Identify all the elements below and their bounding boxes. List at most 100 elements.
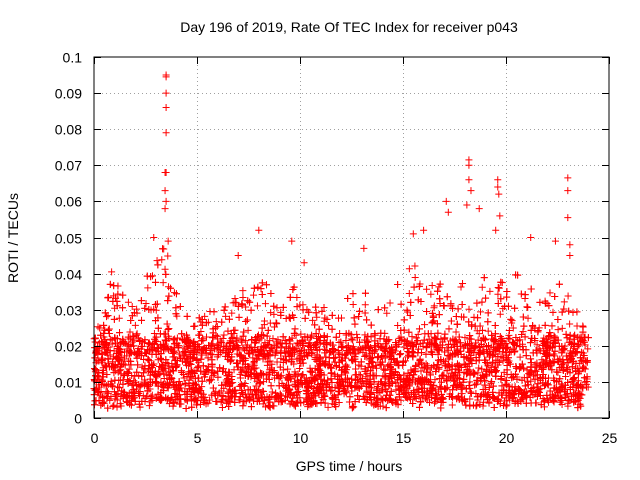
data-point xyxy=(565,397,573,405)
data-point xyxy=(563,364,571,372)
data-point xyxy=(202,319,210,327)
data-point xyxy=(562,373,570,381)
data-point xyxy=(236,374,244,382)
data-point xyxy=(159,387,167,395)
data-point xyxy=(570,398,578,406)
data-point xyxy=(411,262,419,270)
data-point xyxy=(190,353,198,361)
data-point xyxy=(323,341,331,349)
data-point xyxy=(212,331,220,339)
data-point xyxy=(418,388,426,396)
data-point xyxy=(169,402,177,410)
data-point xyxy=(481,336,489,344)
data-point xyxy=(190,322,198,330)
data-point xyxy=(258,324,266,332)
data-point xyxy=(94,323,102,331)
data-point xyxy=(517,290,525,298)
data-point xyxy=(543,338,551,346)
data-point xyxy=(357,358,365,366)
data-point xyxy=(101,309,109,317)
data-point xyxy=(573,322,581,330)
data-point xyxy=(112,367,120,375)
data-point xyxy=(516,343,524,351)
data-point xyxy=(117,370,125,378)
data-point xyxy=(198,349,206,357)
data-point xyxy=(300,346,308,354)
data-point xyxy=(218,318,226,326)
data-point xyxy=(239,294,247,302)
data-point xyxy=(453,360,461,368)
data-point xyxy=(431,376,439,384)
data-point xyxy=(251,370,259,378)
data-point xyxy=(492,367,500,375)
data-point xyxy=(158,256,166,264)
data-point xyxy=(477,308,485,316)
data-point xyxy=(364,396,372,404)
data-point xyxy=(361,289,369,297)
data-point xyxy=(263,281,271,289)
data-point xyxy=(479,371,487,379)
data-point xyxy=(320,391,328,399)
data-point xyxy=(533,359,541,367)
data-point xyxy=(462,385,470,393)
data-point xyxy=(528,385,536,393)
data-point xyxy=(193,401,201,409)
data-point xyxy=(415,325,423,333)
data-point xyxy=(170,353,178,361)
data-point xyxy=(108,268,116,276)
data-point xyxy=(153,257,161,265)
data-point xyxy=(313,384,321,392)
data-point xyxy=(172,361,180,369)
data-point xyxy=(154,382,162,390)
data-point xyxy=(246,396,254,404)
data-point xyxy=(163,337,171,345)
data-point xyxy=(470,369,478,377)
data-point xyxy=(409,399,417,407)
data-point xyxy=(406,311,414,319)
data-point xyxy=(371,330,379,338)
data-point xyxy=(479,402,487,410)
data-point xyxy=(115,314,123,322)
data-point xyxy=(239,332,247,340)
data-point xyxy=(371,337,379,345)
data-point xyxy=(488,331,496,339)
data-point xyxy=(574,384,582,392)
data-point xyxy=(133,368,141,376)
data-point xyxy=(236,351,244,359)
data-point xyxy=(482,366,490,374)
data-point xyxy=(578,391,586,399)
data-point xyxy=(97,331,105,339)
data-point xyxy=(152,317,160,325)
data-point xyxy=(227,379,235,387)
data-point xyxy=(195,331,203,339)
data-point xyxy=(321,399,329,407)
data-point xyxy=(549,308,557,316)
data-point xyxy=(160,374,168,382)
data-point xyxy=(292,331,300,339)
data-point xyxy=(416,355,424,363)
data-point xyxy=(409,342,417,350)
data-point xyxy=(377,343,385,351)
data-point xyxy=(270,310,278,318)
data-point xyxy=(414,359,422,367)
data-point xyxy=(351,353,359,361)
data-point xyxy=(447,317,455,325)
data-point xyxy=(252,364,260,372)
data-point xyxy=(147,393,155,401)
data-point xyxy=(456,339,464,347)
data-point xyxy=(273,319,281,327)
data-point xyxy=(100,394,108,402)
data-point xyxy=(497,391,505,399)
data-point xyxy=(148,272,156,280)
data-point xyxy=(183,343,191,351)
data-point xyxy=(328,369,336,377)
data-point xyxy=(423,307,431,315)
data-point xyxy=(279,303,287,311)
data-point xyxy=(351,320,359,328)
data-point xyxy=(339,343,347,351)
data-point xyxy=(461,395,469,403)
data-point xyxy=(233,334,241,342)
data-point xyxy=(94,373,102,381)
data-point xyxy=(411,274,419,282)
data-point xyxy=(237,382,245,390)
